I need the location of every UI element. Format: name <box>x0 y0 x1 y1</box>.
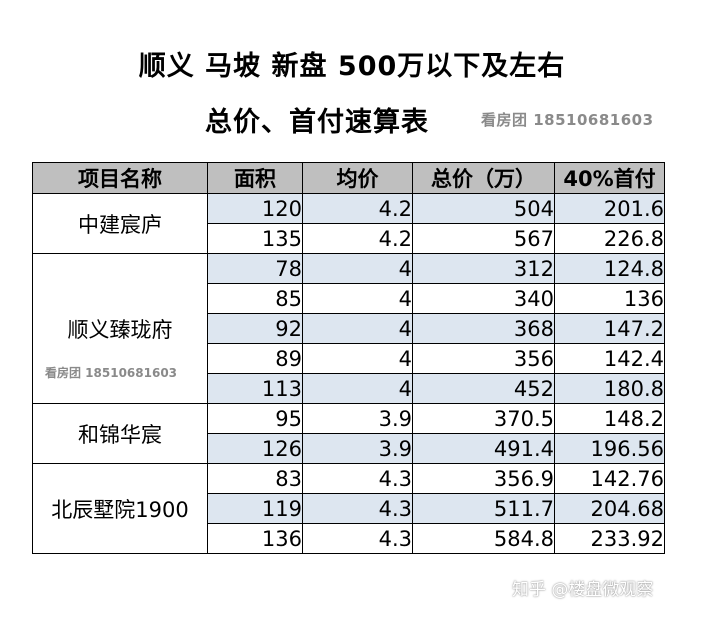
total-price-cell: 452 <box>412 373 555 404</box>
total-price-cell: 312 <box>412 253 555 284</box>
table-row: 113 4 452 180.8 <box>33 373 665 404</box>
table-row: 126 3.9 491.4 196.56 <box>33 433 665 464</box>
table-row: 89 4 356 142.4 <box>33 343 665 374</box>
area-cell: 92 <box>207 313 303 344</box>
down-payment-cell: 180.8 <box>554 373 665 404</box>
header-down-payment: 40%首付 <box>554 162 665 194</box>
project-name-cell: 中建宸庐 <box>32 193 208 254</box>
area-cell: 126 <box>207 433 303 464</box>
area-cell: 136 <box>207 523 303 554</box>
project-name-cell: 和锦华宸 <box>32 403 208 464</box>
table-row: 119 4.3 511.7 204.68 <box>33 493 665 524</box>
area-cell: 89 <box>207 343 303 374</box>
total-price-cell: 584.8 <box>412 523 555 554</box>
unit-price-cell: 4 <box>302 343 413 374</box>
header-area: 面积 <box>207 162 303 194</box>
area-cell: 85 <box>207 283 303 314</box>
header-unit-price: 均价 <box>302 162 413 194</box>
table-header-row: 项目名称 面积 均价 总价（万） 40%首付 <box>32 162 665 194</box>
table-row: 北辰墅院1900 83 4.3 356.9 142.76 <box>32 463 665 554</box>
down-payment-cell: 136 <box>554 283 665 314</box>
total-price-cell: 511.7 <box>412 493 555 524</box>
down-payment-cell: 233.92 <box>554 523 665 554</box>
unit-price-cell: 3.9 <box>302 403 413 434</box>
project-name: 顺义臻珑府 <box>67 317 173 342</box>
total-price-cell: 567 <box>412 223 555 254</box>
title-line-1: 顺义 马坡 新盘 500万以下及左右 <box>138 51 566 82</box>
unit-price-cell: 4 <box>302 283 413 314</box>
unit-price-cell: 4.3 <box>302 463 413 494</box>
unit-price-cell: 4 <box>302 253 413 284</box>
project-name: 和锦华宸 <box>78 422 162 447</box>
unit-price-cell: 4.3 <box>302 523 413 554</box>
project-name: 中建宸庐 <box>78 212 162 237</box>
table-row: 85 4 340 136 <box>33 283 665 314</box>
area-cell: 120 <box>207 193 303 224</box>
footer-watermark: 知乎 @楼盘微观察 <box>512 580 654 600</box>
unit-price-cell: 4.2 <box>302 223 413 254</box>
down-payment-cell: 147.2 <box>554 313 665 344</box>
down-payment-cell: 201.6 <box>554 193 665 224</box>
project-name-cell: 北辰墅院1900 <box>32 463 208 554</box>
area-cell: 113 <box>207 373 303 404</box>
down-payment-cell: 142.4 <box>554 343 665 374</box>
area-cell: 135 <box>207 223 303 254</box>
total-price-cell: 504 <box>412 193 555 224</box>
unit-price-cell: 4 <box>302 313 413 344</box>
title-line-2: 总价、首付速算表 <box>205 107 429 138</box>
table-row: 和锦华宸 95 3.9 370.5 148.2 <box>32 403 665 464</box>
title-line-2-row: 总价、首付速算表 看房团 18510681603 <box>0 100 720 140</box>
header-project-name: 项目名称 <box>32 162 208 194</box>
watermark-cell: 看房团 18510681603 <box>45 366 178 380</box>
total-price-cell: 491.4 <box>412 433 555 464</box>
down-payment-cell: 148.2 <box>554 403 665 434</box>
total-price-cell: 368 <box>412 313 555 344</box>
price-table: 项目名称 面积 均价 总价（万） 40%首付 中建宸庐 120 4.2 504 201.… <box>32 162 665 554</box>
area-cell: 78 <box>207 253 303 284</box>
down-payment-cell: 196.56 <box>554 433 665 464</box>
unit-price-cell: 4.2 <box>302 193 413 224</box>
area-cell: 95 <box>207 403 303 434</box>
down-payment-cell: 226.8 <box>554 223 665 254</box>
total-price-cell: 340 <box>412 283 555 314</box>
project-name: 北辰墅院1900 <box>51 497 189 522</box>
area-cell: 119 <box>207 493 303 524</box>
total-price-cell: 356 <box>412 343 555 374</box>
down-payment-cell: 142.76 <box>554 463 665 494</box>
unit-price-cell: 4 <box>302 373 413 404</box>
watermark-top: 看房团 18510681603 <box>481 111 654 129</box>
table-row: 136 4.3 584.8 233.92 <box>33 523 665 554</box>
total-price-cell: 356.9 <box>412 463 555 494</box>
project-name-cell: 顺义臻珑府看房团 18510681603 <box>32 253 208 404</box>
total-price-cell: 370.5 <box>412 403 555 434</box>
table-row: 135 4.2 567 226.8 <box>33 223 665 254</box>
unit-price-cell: 3.9 <box>302 433 413 464</box>
table-row: 顺义臻珑府 看房团 18510681603 78 4 312 124.8 <box>32 253 665 404</box>
area-cell: 83 <box>207 463 303 494</box>
table-body: 中建宸庐 120 4.2 504 201.6 135 4.2 567 226.8 顺义臻珑府 看房团… <box>32 193 665 554</box>
header-total-price: 总价（万） <box>412 162 555 194</box>
unit-price-cell: 4.3 <box>302 493 413 524</box>
down-payment-cell: 204.68 <box>554 493 665 524</box>
down-payment-cell: 124.8 <box>554 253 665 284</box>
table-row: 92 4 368 147.2 <box>33 313 665 344</box>
table-row: 中建宸庐 120 4.2 504 201.6 <box>32 193 665 254</box>
